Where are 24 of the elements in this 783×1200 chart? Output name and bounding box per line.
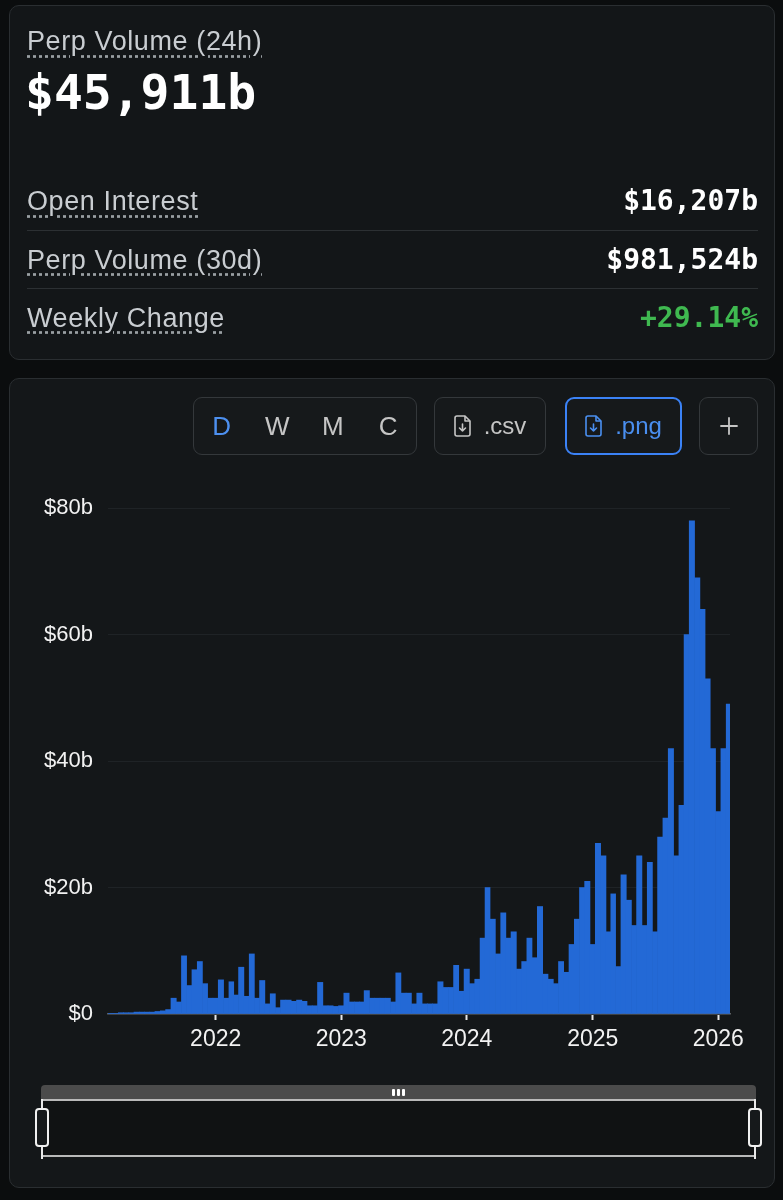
text: $45,911b — [25, 63, 257, 121]
text: D — [211, 410, 233, 442]
x-tick-label: 2025 — [567, 1025, 619, 1052]
x-tick-label: 2024 — [441, 1025, 493, 1052]
text: .png — [615, 412, 662, 440]
text: .csv — [483, 412, 527, 440]
y-tick-label: $80b — [44, 494, 93, 520]
text: $981,524b — [606, 242, 758, 276]
text: $16,207b — [623, 184, 758, 217]
text: Perp Volume (30d) — [27, 243, 263, 276]
x-tick-label: 2026 — [692, 1025, 744, 1052]
text: Open Interest — [27, 185, 199, 217]
text: W — [263, 410, 291, 442]
text: Weekly Change — [27, 301, 225, 334]
text: M — [320, 410, 345, 442]
x-tick-label: 2023 — [315, 1025, 367, 1052]
text: C — [377, 410, 399, 442]
y-tick-label: $60b — [44, 620, 93, 646]
x-tick-label: 2022 — [190, 1025, 242, 1052]
y-tick-label: $0 — [68, 1000, 93, 1026]
text: +29.14% — [639, 300, 758, 334]
y-tick-label: $40b — [44, 747, 93, 773]
y-tick-label: $20b — [44, 873, 93, 899]
text: Perp Volume (24h) — [27, 25, 263, 57]
